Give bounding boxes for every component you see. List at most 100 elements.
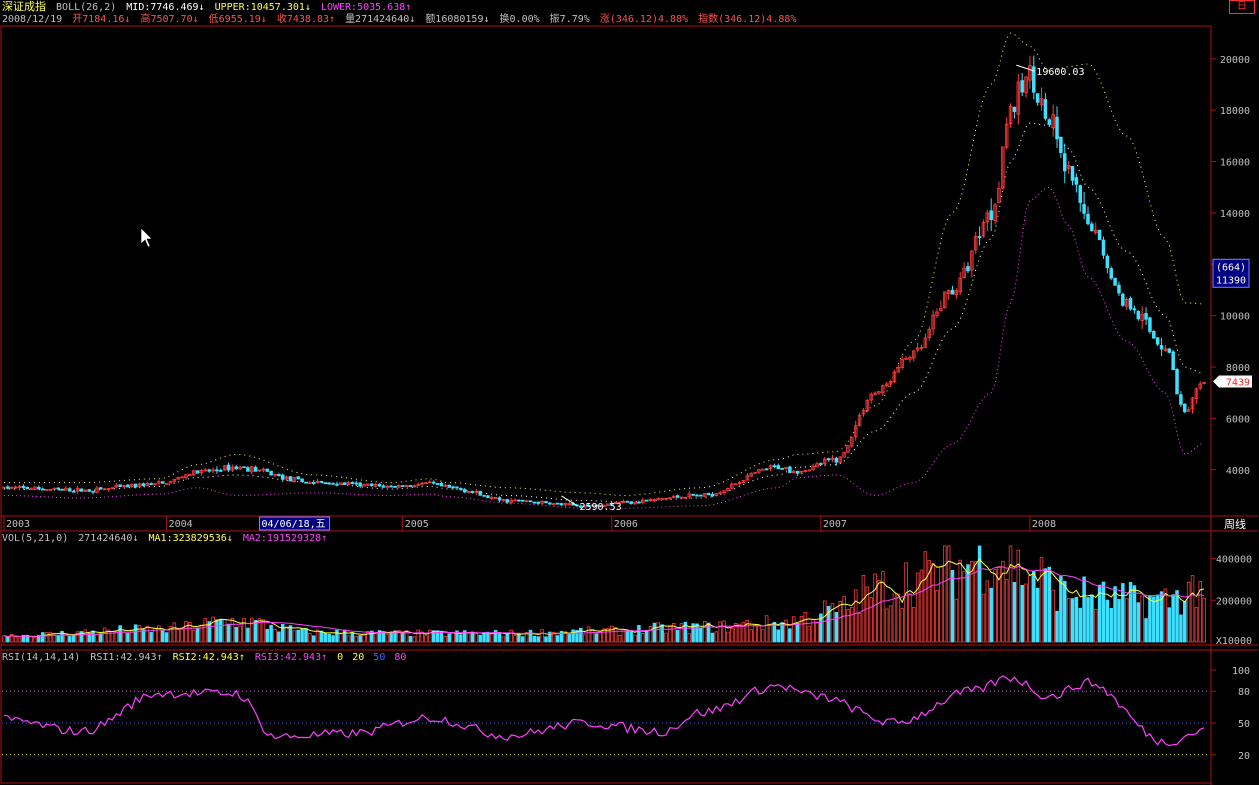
candle <box>892 369 897 383</box>
volume-bar <box>381 631 386 643</box>
price-tick-label: 14000 <box>1220 209 1250 220</box>
rsi-panel-header: RSI(14,14,14) RSI1:42.943↑ RSI2:42.943↑ … <box>2 651 410 664</box>
candle-body <box>164 482 169 485</box>
volume-bar <box>439 630 444 643</box>
candle-body <box>784 466 788 469</box>
candle-body <box>137 483 142 487</box>
volume-bar <box>1097 584 1102 643</box>
volume-bar <box>211 616 215 643</box>
candle <box>687 491 691 499</box>
candle <box>993 203 997 225</box>
candle-body <box>397 485 401 488</box>
volume-bar <box>443 636 448 643</box>
candle <box>764 468 769 471</box>
candle <box>838 456 842 464</box>
candle <box>2 486 6 489</box>
volume-bar <box>741 622 746 643</box>
volume-bar <box>973 561 978 643</box>
rsi-title: RSI(14,14,14) <box>2 652 81 663</box>
period-label[interactable]: 周线 <box>1224 517 1246 531</box>
index-title: 深证成指 <box>2 0 46 13</box>
volume-bar <box>277 631 281 643</box>
volume-bar <box>1090 594 1094 643</box>
volume-bar <box>865 586 870 643</box>
candle <box>664 497 668 500</box>
candle <box>935 308 939 319</box>
volume-bar <box>792 616 796 643</box>
daily-button[interactable]: 日 <box>1229 0 1255 14</box>
candle-body <box>308 482 312 485</box>
candle <box>482 494 486 497</box>
volume-bar <box>1055 610 1059 643</box>
volume-bar <box>513 635 517 643</box>
volume-bar <box>869 597 873 643</box>
candle-body <box>37 486 41 490</box>
candle <box>1179 391 1183 407</box>
candle <box>184 474 188 480</box>
volume-bar <box>912 607 916 643</box>
candle <box>400 485 405 488</box>
candle-body <box>311 482 316 484</box>
candle <box>25 486 29 490</box>
candle-body <box>908 357 912 360</box>
candle <box>1063 143 1067 184</box>
candle <box>877 390 881 395</box>
candle <box>873 391 877 396</box>
candle-body <box>354 482 359 485</box>
candle <box>478 490 482 496</box>
candle-body <box>737 481 742 485</box>
volume-bar <box>1101 581 1106 643</box>
candle-body <box>892 371 897 383</box>
candle-body <box>455 486 459 489</box>
volume-bar <box>342 629 347 643</box>
candle-body <box>408 485 413 487</box>
candle-body <box>699 494 703 497</box>
last-price-label: 7439 <box>1226 377 1250 388</box>
candle-body <box>280 474 285 480</box>
candle-body <box>412 485 417 488</box>
rsi-level-0: 0 <box>337 652 344 663</box>
candle <box>435 483 440 486</box>
volume-unit-label: X10000 <box>1216 636 1252 647</box>
candle-body <box>428 481 432 484</box>
volume-bar <box>1105 599 1110 643</box>
candle-body <box>1152 331 1156 339</box>
volume-bar <box>633 634 637 643</box>
candle-body <box>91 490 95 493</box>
volume-bar <box>17 637 22 643</box>
candle-body <box>242 466 246 469</box>
candle <box>1008 103 1013 128</box>
candle <box>397 484 401 489</box>
candle-body <box>1008 106 1013 124</box>
candle <box>613 502 618 505</box>
volume-bar <box>114 631 119 643</box>
candle-body <box>973 236 978 251</box>
candle-body <box>660 498 664 500</box>
volume-bar <box>935 589 939 643</box>
candle <box>87 489 91 493</box>
date-cursor-box <box>259 516 331 531</box>
candle <box>331 482 335 485</box>
candle <box>555 502 560 505</box>
candle <box>164 482 169 485</box>
volume-bar <box>29 636 33 643</box>
candle-body <box>64 487 68 491</box>
candle <box>226 462 231 473</box>
candle-body <box>292 477 297 483</box>
volume-bar <box>764 615 769 643</box>
candle <box>160 481 165 484</box>
volume-bar <box>265 628 270 643</box>
volume-bar <box>644 629 649 643</box>
volume-bar <box>319 630 324 643</box>
candle-body <box>919 347 924 349</box>
candle-body <box>339 482 343 485</box>
candle-body <box>714 492 719 497</box>
candle-body <box>857 414 862 427</box>
candle <box>191 469 196 476</box>
candle <box>1086 206 1090 226</box>
candle <box>52 487 57 491</box>
candle-body <box>629 501 633 505</box>
candle-body <box>493 497 498 499</box>
price-cursor-bottom: 11390 <box>1216 275 1246 286</box>
